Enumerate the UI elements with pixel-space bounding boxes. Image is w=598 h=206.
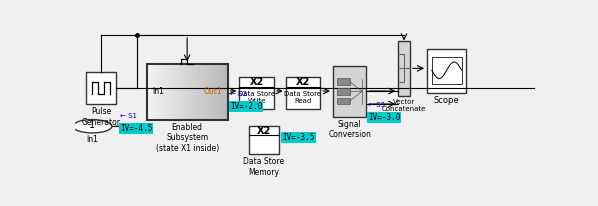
Text: 1: 1 <box>89 120 96 130</box>
Text: ← S1: ← S1 <box>120 113 137 119</box>
Text: In1: In1 <box>152 87 164 96</box>
Text: X2: X2 <box>257 126 271 136</box>
FancyBboxPatch shape <box>239 77 274 109</box>
FancyBboxPatch shape <box>337 98 350 104</box>
Text: X2: X2 <box>249 77 264 88</box>
Text: IV=-2.0: IV=-2.0 <box>230 102 263 111</box>
FancyBboxPatch shape <box>432 56 462 84</box>
FancyBboxPatch shape <box>398 41 410 96</box>
Text: Out1: Out1 <box>203 87 222 96</box>
Text: IV=-4.5: IV=-4.5 <box>120 124 152 133</box>
FancyBboxPatch shape <box>286 77 321 109</box>
Text: In1: In1 <box>87 135 98 144</box>
Text: ← S3: ← S3 <box>368 102 385 108</box>
Text: Data Store
Memory: Data Store Memory <box>243 157 284 177</box>
Text: Data Store
Write: Data Store Write <box>238 91 275 104</box>
FancyBboxPatch shape <box>333 66 366 117</box>
Text: Signal
Conversion: Signal Conversion <box>328 120 371 139</box>
FancyBboxPatch shape <box>337 78 350 85</box>
Text: IV=-3.5: IV=-3.5 <box>282 133 315 142</box>
Text: X2: X2 <box>296 77 310 88</box>
Text: Scope: Scope <box>434 96 459 105</box>
Circle shape <box>73 119 112 133</box>
FancyBboxPatch shape <box>427 49 466 93</box>
Text: Data Store
Read: Data Store Read <box>285 91 322 104</box>
FancyBboxPatch shape <box>249 126 279 154</box>
FancyBboxPatch shape <box>86 72 117 104</box>
Text: Vector
Concatenate: Vector Concatenate <box>382 99 426 112</box>
Text: ← S2: ← S2 <box>230 91 247 97</box>
Text: Pulse
Generator: Pulse Generator <box>82 107 121 127</box>
Text: Enabled
Subsystem
(state X1 inside): Enabled Subsystem (state X1 inside) <box>155 123 219 153</box>
Text: IV=-3.0: IV=-3.0 <box>368 113 401 122</box>
FancyBboxPatch shape <box>337 88 350 95</box>
